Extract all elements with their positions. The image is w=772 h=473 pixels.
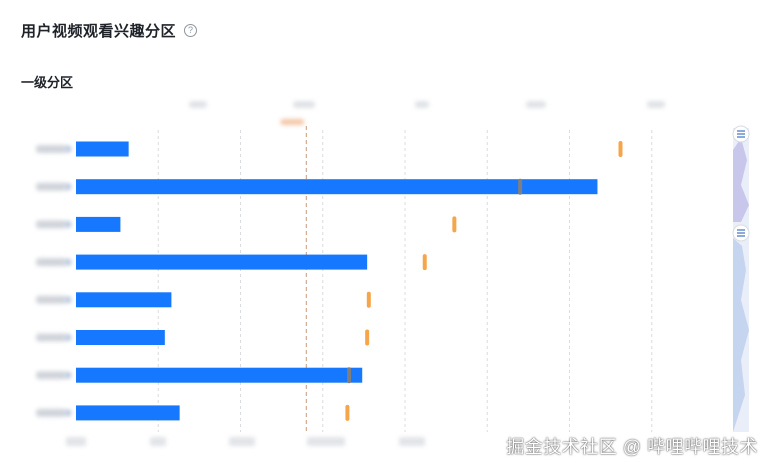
bar[interactable]	[76, 141, 129, 157]
drag-handle-icon	[737, 229, 745, 237]
marker[interactable]	[347, 367, 352, 384]
redacted-category-label	[36, 220, 66, 229]
redacted-tick-label	[189, 101, 207, 108]
redacted-category-label	[36, 258, 66, 267]
scroll-preview-lower	[733, 238, 749, 432]
redacted-tick-label	[307, 437, 345, 446]
redacted-category-label	[36, 145, 66, 153]
bar[interactable]	[76, 330, 165, 345]
redacted-tick-label	[526, 101, 546, 108]
redacted-category-label	[36, 295, 66, 304]
redacted-tick-label	[66, 437, 86, 446]
marker[interactable]	[618, 141, 623, 157]
category-avatar	[64, 371, 72, 379]
redacted-tick-label	[647, 101, 665, 108]
category-avatar	[64, 296, 72, 304]
redacted-category-label	[36, 408, 66, 417]
bar[interactable]	[76, 254, 368, 270]
redacted-tick-label	[150, 437, 166, 446]
category-avatar	[64, 220, 72, 228]
scroll-preview-upper	[733, 138, 749, 222]
marker[interactable]	[518, 178, 523, 195]
marker[interactable]	[345, 404, 350, 421]
drag-handle-icon	[737, 130, 745, 138]
category-avatar	[64, 334, 72, 341]
redacted-category-label	[36, 182, 66, 191]
redacted-tick-label	[293, 101, 315, 108]
category-avatar	[64, 145, 72, 153]
page-header: 用户视频观看兴趣分区 ?	[21, 20, 198, 41]
category-avatar	[64, 183, 72, 191]
marker[interactable]	[422, 254, 427, 271]
bar[interactable]	[76, 367, 363, 383]
redacted-category-label	[36, 333, 66, 342]
bar[interactable]	[76, 179, 598, 195]
redacted-tick-label	[415, 101, 429, 108]
section-title: 一级分区	[21, 75, 74, 90]
marker[interactable]	[365, 329, 370, 346]
redacted-category-label	[36, 371, 66, 380]
bar[interactable]	[76, 405, 180, 421]
redacted-tick-label	[399, 437, 425, 446]
question-circle-icon[interactable]: ?	[184, 24, 198, 37]
bar[interactable]	[76, 292, 172, 308]
marker[interactable]	[452, 216, 457, 233]
bar[interactable]	[76, 216, 121, 232]
marker[interactable]	[366, 291, 371, 308]
redacted-tick-label	[229, 437, 255, 446]
watermark: 掘金技术社区 @ 哔哩哔哩技术	[506, 437, 758, 457]
category-avatar	[64, 409, 72, 417]
redacted-average-label	[280, 119, 305, 125]
category-avatar	[64, 258, 72, 266]
page-title: 用户视频观看兴趣分区	[21, 23, 177, 40]
